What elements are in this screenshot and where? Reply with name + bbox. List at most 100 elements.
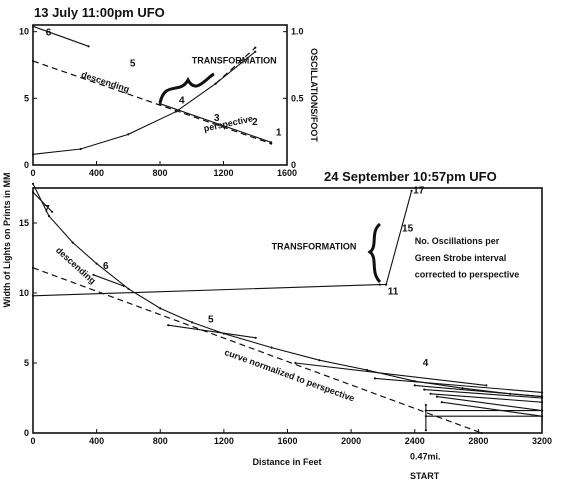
data-point xyxy=(540,415,544,418)
data-point xyxy=(424,429,427,432)
data-point xyxy=(373,377,377,380)
data-point xyxy=(79,147,82,151)
data-point xyxy=(31,153,35,156)
series-line-12 xyxy=(441,401,543,417)
data-point xyxy=(294,361,297,365)
x-tick-label: 400 xyxy=(89,436,104,446)
annotation-label: START xyxy=(410,471,440,480)
data-point xyxy=(385,283,388,286)
data-point xyxy=(540,396,544,400)
chart-24-september: 24 September 10:57pm UFO Distance in Fee… xyxy=(2,169,552,480)
data-point xyxy=(461,387,464,390)
data-point xyxy=(254,336,257,339)
data-point xyxy=(71,241,74,244)
x-tick-label: 800 xyxy=(152,168,167,178)
data-point xyxy=(87,45,90,48)
data-point xyxy=(270,141,273,144)
annotation-label: 4 xyxy=(423,358,429,369)
y-tick-label: 15 xyxy=(19,218,29,228)
y2-tick-label: 0 xyxy=(291,160,296,170)
annotation-label: TRANSFORMATION xyxy=(192,56,277,66)
data-point xyxy=(540,391,544,394)
series-line-1 xyxy=(32,267,482,434)
series-line-4 xyxy=(93,274,124,287)
data-point xyxy=(378,283,381,286)
annotation-label: corrected to perspective xyxy=(415,270,520,280)
y2-tick-label: 0.5 xyxy=(291,93,304,103)
x-tick-label: 2000 xyxy=(341,436,361,446)
y-axis-label: Width of Lights on Prints in MM xyxy=(2,173,12,308)
series-line-3 xyxy=(32,191,53,213)
series-line-1 xyxy=(32,51,256,155)
x-tick-label: 2800 xyxy=(468,436,488,446)
series-line-5 xyxy=(168,324,256,339)
plot-frame xyxy=(32,24,288,166)
annotation-label: 6 xyxy=(103,261,109,272)
y-tick-label: 10 xyxy=(19,288,29,298)
annotation-label: Green Strobe interval xyxy=(415,253,507,263)
data-point xyxy=(318,359,321,362)
data-point xyxy=(410,189,413,192)
data-point xyxy=(435,395,439,398)
data-point xyxy=(480,431,483,435)
series-line-6 xyxy=(295,362,487,386)
series-line-0 xyxy=(32,25,89,47)
annotation-label: No. Oscillations per xyxy=(415,236,500,246)
data-point xyxy=(31,59,35,63)
data-point xyxy=(424,403,427,407)
data-point xyxy=(413,384,416,387)
annotation-label: descending xyxy=(54,245,98,286)
annotation-label: 11 xyxy=(388,286,399,297)
series-line-8 xyxy=(414,384,543,398)
data-point xyxy=(31,266,35,269)
x-tick-label: 2400 xyxy=(405,436,425,446)
series-line-7 xyxy=(374,377,543,393)
x-tick-label: 1600 xyxy=(277,436,297,446)
annotation-label: 2 xyxy=(252,117,258,128)
series-line-3 xyxy=(32,60,272,145)
annotation-label: 17 xyxy=(413,186,425,197)
data-point xyxy=(540,401,544,404)
x-tick-label: 1600 xyxy=(277,168,297,178)
x-tick-label: 0 xyxy=(30,436,35,446)
annotation-label: 4 xyxy=(179,96,185,107)
data-point xyxy=(31,191,35,194)
x-tick-label: 1200 xyxy=(214,436,234,446)
y-tick-label: 0 xyxy=(24,428,29,438)
annotation-label: 6 xyxy=(46,28,52,39)
series-line-4 xyxy=(159,103,272,143)
series-line-2 xyxy=(32,190,413,297)
annotation-label: TRANSFORMATION xyxy=(272,242,357,252)
data-point xyxy=(127,133,130,136)
data-point xyxy=(31,25,35,28)
annotation-label: curve normalized to perspective xyxy=(223,347,356,403)
y-tick-label: 10 xyxy=(19,27,29,37)
series-line-0 xyxy=(32,183,543,398)
data-point xyxy=(47,214,51,218)
data-point xyxy=(485,384,488,387)
series-line-11 xyxy=(436,396,543,412)
data-point xyxy=(254,46,257,49)
annotation-label: descending xyxy=(80,69,131,94)
y-tick-label: 0 xyxy=(24,160,29,170)
y-tick-label: 5 xyxy=(24,93,29,103)
chart-13-july: 13 July 11:00pm UFO OSCILLATIONS/FOOT 0 4… xyxy=(19,5,319,178)
y2-tick-label: 1.0 xyxy=(291,27,304,37)
annotation-label: 0.47mi. xyxy=(410,452,441,462)
data-point xyxy=(95,262,98,265)
data-point xyxy=(190,321,194,324)
chart-title: 24 September 10:57pm UFO xyxy=(324,169,497,184)
series-line-9 xyxy=(424,389,543,399)
data-point xyxy=(159,307,162,310)
annotation-label: 1 xyxy=(276,128,282,139)
y2-axis-label: OSCILLATIONS/FOOT xyxy=(309,48,319,142)
data-point xyxy=(423,388,426,391)
brace-mark xyxy=(367,222,382,284)
annotation-label: 15 xyxy=(402,223,414,234)
data-point xyxy=(440,401,443,404)
data-point xyxy=(31,294,35,297)
annotation-label: 5 xyxy=(208,314,214,325)
annotation-label: 7 xyxy=(44,204,50,215)
data-point xyxy=(167,324,170,327)
